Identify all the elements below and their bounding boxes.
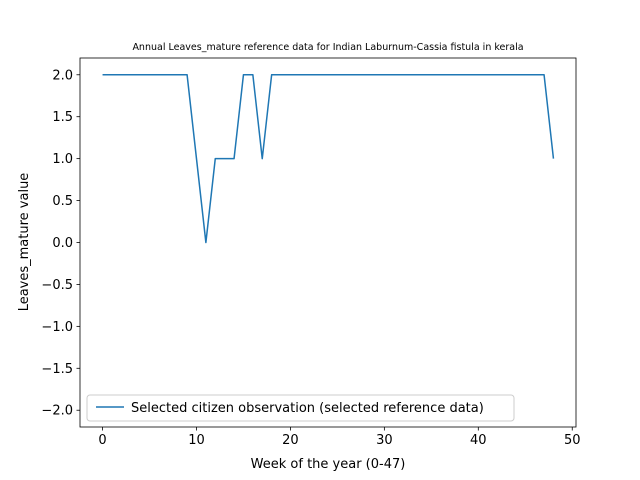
x-tick-label: 40 [470,433,487,448]
series-line-0 [102,74,555,244]
y-tick-label: −2.0 [41,404,73,419]
y-tick-label: 2.0 [52,68,73,83]
y-tick-label: 1.0 [52,152,73,167]
y-tick-label: −1.0 [41,320,73,335]
legend: Selected citizen observation (selected r… [86,394,515,422]
chart-title: Annual Leaves_mature reference data for … [132,42,523,53]
y-tick-label: −0.5 [41,278,73,293]
y-tick-label: 0.0 [52,236,73,251]
x-tick-label: 20 [282,433,299,448]
x-tick-label: 50 [564,433,581,448]
legend-label: Selected citizen observation (selected r… [131,401,484,416]
x-tick-label: 0 [98,433,106,448]
y-tick-label: −1.5 [41,362,73,377]
x-tick-label: 10 [188,433,205,448]
x-tick-label: 30 [376,433,393,448]
legend-box [86,394,515,422]
axis-ticks: 0 10 20 30 40 50 −2.0 −1.5 −1.0 −0.5 0.0 0.5 1.0 1.5 2… [41,68,580,448]
x-axis-label: Week of the year (0-47) [251,457,406,472]
y-axis-label: Leaves_mature value [17,173,32,312]
y-tick-label: 1.5 [52,110,73,125]
y-tick-label: 0.5 [52,194,73,209]
